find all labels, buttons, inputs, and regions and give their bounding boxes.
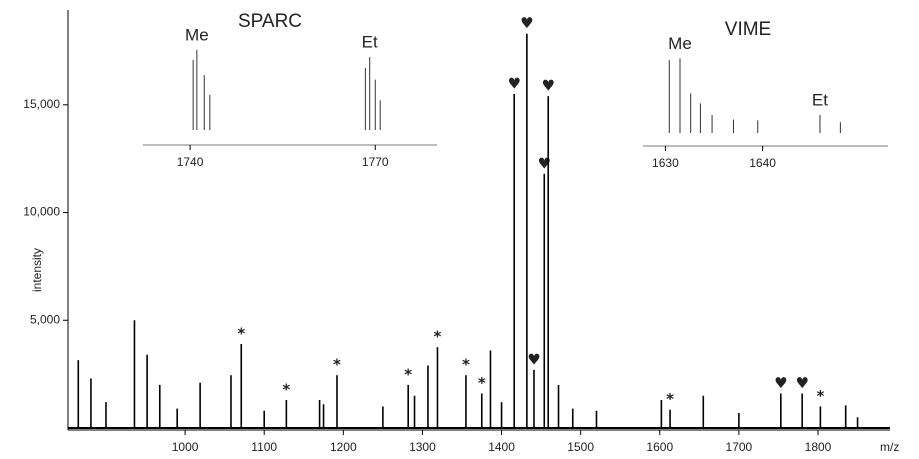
peak-annotation: * bbox=[462, 356, 470, 374]
x-tick-label: 1100 bbox=[251, 440, 277, 454]
x-axis-title: m/z bbox=[880, 440, 899, 454]
x-tick-label: 1300 bbox=[409, 440, 436, 454]
x-tick-label: 1630 bbox=[652, 156, 679, 170]
peak-annotation: * bbox=[666, 390, 674, 408]
peak-annotation: ♥ bbox=[541, 77, 554, 95]
peak-annotation: Me bbox=[185, 25, 209, 44]
x-tick-label: 1000 bbox=[172, 440, 199, 454]
x-tick-label: 1400 bbox=[488, 440, 515, 454]
x-tick-label: 1700 bbox=[726, 440, 753, 454]
y-tick-label: 10,000 bbox=[23, 205, 60, 219]
peak-annotation: * bbox=[333, 356, 341, 374]
peak-annotation: ♥ bbox=[774, 374, 787, 392]
peak-annotation: ♥ bbox=[795, 374, 808, 392]
peak-annotation: ♥ bbox=[507, 75, 520, 93]
peak-annotation: Me bbox=[668, 34, 692, 53]
peak-annotation: Et bbox=[362, 33, 378, 52]
peak-annotation: ♥ bbox=[520, 14, 533, 32]
y-axis-title: intensity bbox=[30, 248, 44, 292]
peak-annotation: ♥ bbox=[527, 350, 540, 368]
peak-annotation: Et bbox=[812, 90, 828, 109]
peak-annotation: * bbox=[816, 387, 824, 405]
x-tick-label: 1770 bbox=[362, 155, 389, 169]
peak-annotation: * bbox=[237, 324, 245, 342]
peak-annotation: * bbox=[478, 374, 486, 392]
inset-title: SPARC bbox=[238, 11, 302, 32]
y-tick-label: 15,000 bbox=[23, 97, 60, 111]
x-tick-label: 1500 bbox=[567, 440, 594, 454]
x-tick-label: 1200 bbox=[330, 440, 357, 454]
y-tick-label: 5,000 bbox=[30, 312, 60, 326]
peak-annotation: * bbox=[434, 328, 442, 346]
x-tick-label: 1600 bbox=[646, 440, 673, 454]
peak-annotation: * bbox=[404, 365, 412, 383]
inset-title: VIME bbox=[725, 19, 771, 40]
x-tick-label: 1640 bbox=[749, 156, 776, 170]
peak-annotation: * bbox=[282, 380, 290, 398]
x-tick-label: 1800 bbox=[805, 440, 832, 454]
x-tick-label: 1740 bbox=[177, 155, 204, 169]
